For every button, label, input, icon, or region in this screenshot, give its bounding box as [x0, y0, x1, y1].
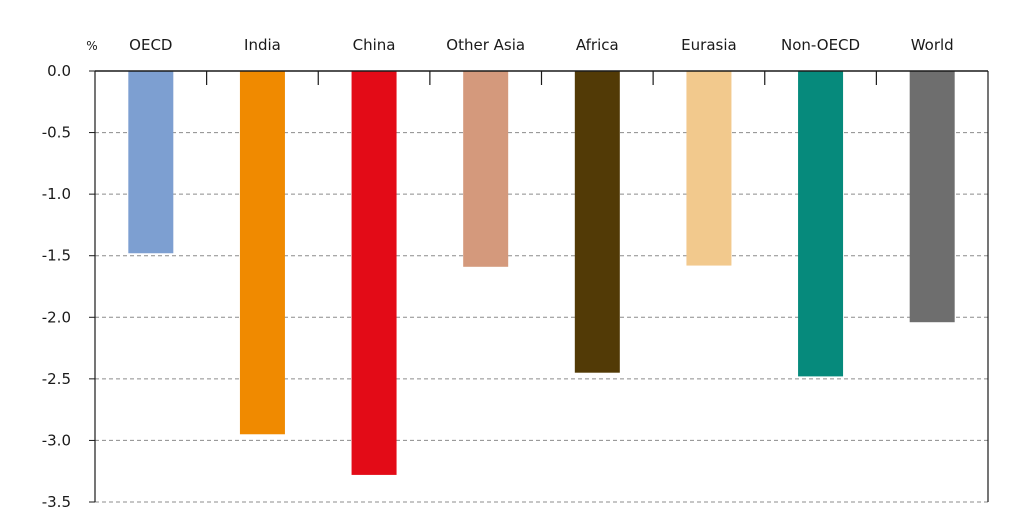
- bar-china: [351, 71, 397, 475]
- category-label: Non-OECD: [781, 36, 860, 54]
- y-tick-label: -2.0: [42, 308, 71, 326]
- y-tick-label: -1.5: [42, 247, 71, 265]
- category-label: India: [244, 36, 281, 54]
- category-label: Other Asia: [446, 36, 525, 54]
- bar-non-oecd: [798, 71, 844, 377]
- y-tick-label: -3.5: [42, 493, 71, 511]
- bar-africa: [574, 71, 620, 373]
- unit-label: %: [86, 39, 97, 53]
- y-tick-label: -3.0: [42, 431, 71, 449]
- category-label: World: [911, 36, 954, 54]
- axes: [89, 70, 989, 503]
- category-label: OECD: [129, 36, 172, 54]
- labels: % 0.0 -0.5 -1.0 -1.5 -2.0 -2.5 -3.0 -3.5 OECD Ind…: [42, 36, 954, 511]
- category-label: Eurasia: [681, 36, 737, 54]
- bar-other-asia: [463, 71, 509, 267]
- bar-world: [909, 71, 955, 323]
- bar-eurasia: [686, 71, 732, 266]
- category-label: Africa: [576, 36, 619, 54]
- bar-oecd: [128, 71, 174, 254]
- bar-india: [239, 71, 285, 435]
- y-tick-label: -0.5: [42, 124, 71, 142]
- gridlines: [95, 132, 988, 503]
- y-tick-label: 0.0: [47, 62, 71, 80]
- y-tick-label: -2.5: [42, 370, 71, 388]
- y-tick-label: -1.0: [42, 185, 71, 203]
- bars: [128, 71, 955, 475]
- category-label: China: [353, 36, 396, 54]
